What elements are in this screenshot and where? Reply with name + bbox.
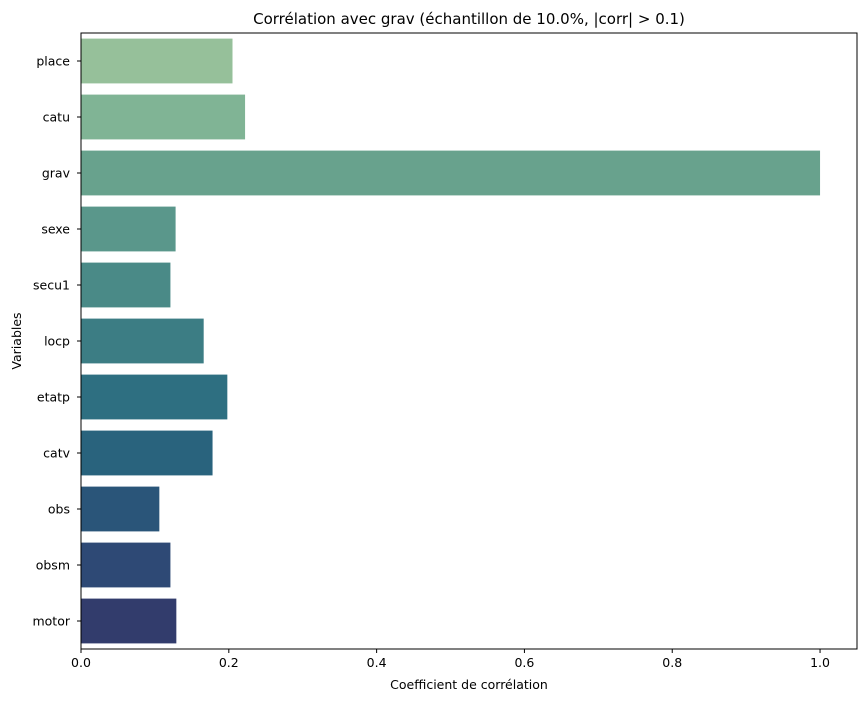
x-tick-label: 0.2 bbox=[219, 655, 239, 670]
y-tick-label-locp: locp bbox=[44, 334, 70, 349]
y-tick-label-catv: catv bbox=[43, 446, 70, 461]
x-axis-ticks: 0.0 0.2 0.4 0.6 0.8 1.0 bbox=[71, 649, 830, 670]
y-tick-label-obsm: obsm bbox=[36, 558, 70, 573]
y-axis-ticks: place catu grav sexe secu1 locp etatp catv obs ob… bbox=[32, 54, 81, 629]
x-tick-label: 1.0 bbox=[810, 655, 830, 670]
bar-etatp bbox=[81, 374, 228, 420]
y-tick-label-etatp: etatp bbox=[37, 390, 70, 405]
x-tick-label: 0.6 bbox=[514, 655, 534, 670]
plot-frame bbox=[80, 32, 858, 650]
y-tick-label-motor: motor bbox=[32, 614, 70, 629]
chart-title: Corrélation avec grav (échantillon de 10… bbox=[253, 10, 685, 28]
y-tick-label-catu: catu bbox=[43, 110, 70, 125]
bar-obs bbox=[81, 486, 160, 532]
bar-obsm bbox=[81, 542, 171, 588]
x-tick-label: 0.4 bbox=[367, 655, 387, 670]
y-tick-label-sexe: sexe bbox=[41, 222, 70, 237]
bar-place bbox=[81, 38, 233, 84]
bar-catv bbox=[81, 430, 213, 476]
bar-grav bbox=[81, 150, 821, 196]
x-axis-label: Coefficient de corrélation bbox=[390, 677, 548, 692]
y-tick-label-place: place bbox=[36, 54, 70, 69]
bar-sexe bbox=[81, 206, 176, 252]
bar-locp bbox=[81, 318, 204, 364]
y-axis-label: Variables bbox=[9, 312, 24, 369]
bar-motor bbox=[81, 598, 177, 644]
bar-secu1 bbox=[81, 262, 171, 308]
y-tick-label-obs: obs bbox=[48, 502, 70, 517]
y-tick-label-grav: grav bbox=[42, 166, 71, 181]
bar-catu bbox=[81, 94, 246, 140]
x-tick-label: 0.0 bbox=[71, 655, 91, 670]
x-tick-label: 0.8 bbox=[662, 655, 682, 670]
bars-group bbox=[81, 38, 821, 644]
y-tick-label-secu1: secu1 bbox=[33, 278, 70, 293]
